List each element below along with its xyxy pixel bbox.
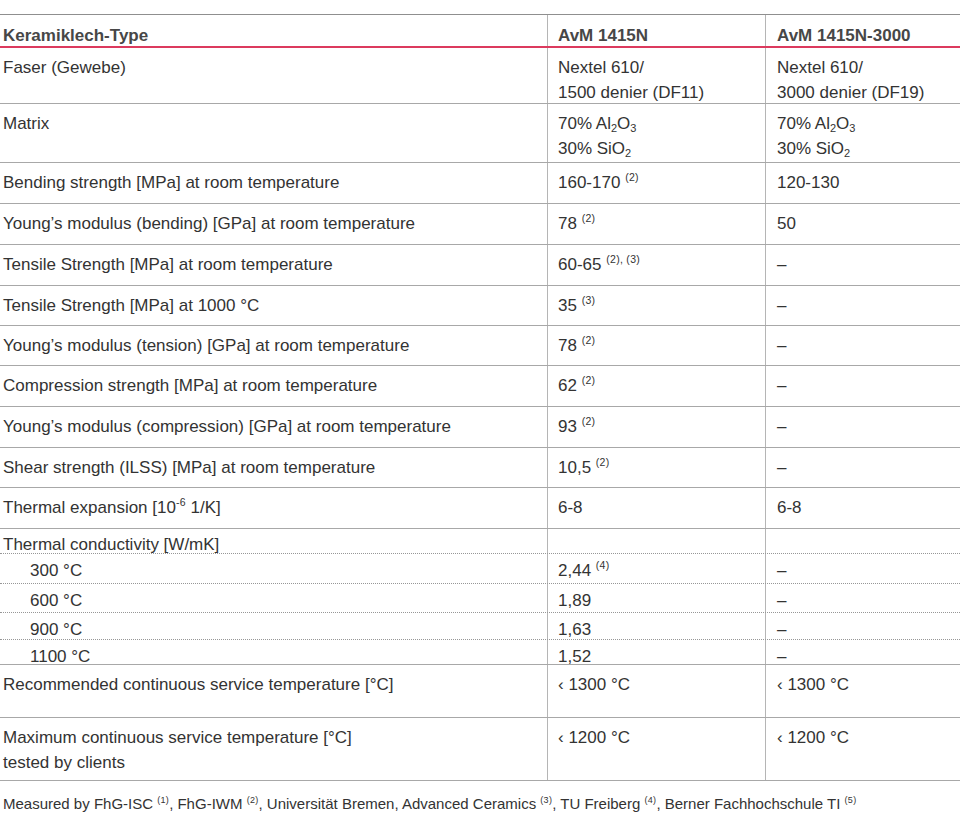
row-label-cell: Shear strength (ILSS) [MPa] at room temp… <box>0 448 547 487</box>
value-cell-avm-1415n-3000: – <box>765 326 960 365</box>
value-cell-avm-1415n: 78 (2) <box>547 204 765 244</box>
row-label-cell: Recommended continuous service temperatu… <box>0 665 547 717</box>
table-row-bending-strength: Bending strength [MPa] at room temperatu… <box>0 163 960 204</box>
value-cell-avm-1415n: ‹ 1200 °C <box>547 718 765 780</box>
datasheet-page: Keramiklech-Type AvM 1415N AvM 1415N-300… <box>0 0 960 839</box>
table-row-thermal-conductivity-1100c: 1100 °C1,52– <box>0 640 960 665</box>
row-label-cell: Young’s modulus (bending) [GPa] at room … <box>0 204 547 244</box>
value-cell-avm-1415n-3000: – <box>765 640 960 664</box>
row-label-cell: Matrix <box>0 104 547 162</box>
value-cell-avm-1415n: 93 (2) <box>547 407 765 447</box>
value-cell-avm-1415n-3000 <box>765 529 960 553</box>
table-row-thermal-conductivity-600c: 600 °C1,89– <box>0 584 960 613</box>
header-col-avm-1415n-3000: AvM 1415N-3000 <box>765 15 960 46</box>
value-cell-avm-1415n-3000: 70% Al2O330% SiO2 <box>765 104 960 162</box>
row-label-cell: 600 °C <box>0 584 547 612</box>
value-cell-avm-1415n: 78 (2) <box>547 326 765 365</box>
value-cell-avm-1415n: ‹ 1300 °C <box>547 665 765 717</box>
value-cell-avm-1415n-3000: – <box>765 286 960 325</box>
material-properties-table: Keramiklech-Type AvM 1415N AvM 1415N-300… <box>0 14 960 781</box>
table-row-thermal-expansion: Thermal expansion [10-6 1/K]6-86-8 <box>0 488 960 529</box>
value-cell-avm-1415n: 70% Al2O330% SiO2 <box>547 104 765 162</box>
footnote: Measured by FhG-ISC (1), FhG-IWM (2), Un… <box>0 794 960 813</box>
table-row-faser-gewebe: Faser (Gewebe)Nextel 610/1500 denier (DF… <box>0 48 960 104</box>
value-cell-avm-1415n <box>547 529 765 553</box>
header-col-avm-1415n: AvM 1415N <box>547 15 765 46</box>
value-cell-avm-1415n-3000: 120-130 <box>765 163 960 203</box>
value-cell-avm-1415n-3000: – <box>765 366 960 406</box>
table-row-maximum-service-temperature: Maximum continuous service temperature [… <box>0 718 960 781</box>
row-label-cell: Young’s modulus (compression) [GPa] at r… <box>0 407 547 447</box>
row-label-cell: Faser (Gewebe) <box>0 48 547 103</box>
row-label-cell: Compression strength [MPa] at room tempe… <box>0 366 547 406</box>
table-row-thermal-conductivity: Thermal conductivity [W/mK] <box>0 529 960 554</box>
table-row-shear-strength-ilss: Shear strength (ILSS) [MPa] at room temp… <box>0 448 960 488</box>
row-label-cell: Maximum continuous service temperature [… <box>0 718 547 780</box>
table-row-compression-strength: Compression strength [MPa] at room tempe… <box>0 366 960 407</box>
value-cell-avm-1415n-3000: – <box>765 407 960 447</box>
table-header-row: Keramiklech-Type AvM 1415N AvM 1415N-300… <box>0 15 960 48</box>
value-cell-avm-1415n: 6-8 <box>547 488 765 528</box>
row-label-cell: Tensile Strength [MPa] at 1000 °C <box>0 286 547 325</box>
table-row-matrix: Matrix70% Al2O330% SiO270% Al2O330% SiO2 <box>0 104 960 163</box>
row-label-cell: Young’s modulus (tension) [GPa] at room … <box>0 326 547 365</box>
value-cell-avm-1415n: 1,89 <box>547 584 765 612</box>
value-cell-avm-1415n-3000: – <box>765 448 960 487</box>
row-label-cell: Thermal conductivity [W/mK] <box>0 529 547 553</box>
value-cell-avm-1415n: 160-170 (2) <box>547 163 765 203</box>
value-cell-avm-1415n-3000: ‹ 1200 °C <box>765 718 960 780</box>
header-col-keramiklech-type: Keramiklech-Type <box>0 15 547 46</box>
table-row-youngs-modulus-tension: Young’s modulus (tension) [GPa] at room … <box>0 326 960 366</box>
row-label-cell: 900 °C <box>0 613 547 639</box>
table-row-thermal-conductivity-900c: 900 °C1,63– <box>0 613 960 640</box>
table-row-youngs-modulus-bending: Young’s modulus (bending) [GPa] at room … <box>0 204 960 245</box>
table-row-recommended-service-temperature: Recommended continuous service temperatu… <box>0 665 960 718</box>
row-label-cell: Bending strength [MPa] at room temperatu… <box>0 163 547 203</box>
value-cell-avm-1415n-3000: 6-8 <box>765 488 960 528</box>
row-label-cell: Thermal expansion [10-6 1/K] <box>0 488 547 528</box>
row-label-cell: 300 °C <box>0 554 547 583</box>
value-cell-avm-1415n-3000: – <box>765 245 960 285</box>
value-cell-avm-1415n: Nextel 610/1500 denier (DF11) <box>547 48 765 103</box>
table-body: Faser (Gewebe)Nextel 610/1500 denier (DF… <box>0 48 960 781</box>
value-cell-avm-1415n: 35 (3) <box>547 286 765 325</box>
table-row-tensile-strength-1000c: Tensile Strength [MPa] at 1000 °C35 (3)– <box>0 286 960 326</box>
value-cell-avm-1415n: 1,52 <box>547 640 765 664</box>
value-cell-avm-1415n: 62 (2) <box>547 366 765 406</box>
value-cell-avm-1415n-3000: – <box>765 554 960 583</box>
table-row-youngs-modulus-compression: Young’s modulus (compression) [GPa] at r… <box>0 407 960 448</box>
value-cell-avm-1415n: 10,5 (2) <box>547 448 765 487</box>
row-label-cell: 1100 °C <box>0 640 547 664</box>
value-cell-avm-1415n-3000: ‹ 1300 °C <box>765 665 960 717</box>
value-cell-avm-1415n-3000: – <box>765 613 960 639</box>
value-cell-avm-1415n: 1,63 <box>547 613 765 639</box>
table-row-thermal-conductivity-300c: 300 °C2,44 (4)– <box>0 554 960 584</box>
value-cell-avm-1415n-3000: – <box>765 584 960 612</box>
row-label-cell: Tensile Strength [MPa] at room temperatu… <box>0 245 547 285</box>
value-cell-avm-1415n: 60-65 (2), (3) <box>547 245 765 285</box>
value-cell-avm-1415n: 2,44 (4) <box>547 554 765 583</box>
table-row-tensile-strength-rt: Tensile Strength [MPa] at room temperatu… <box>0 245 960 286</box>
value-cell-avm-1415n-3000: Nextel 610/3000 denier (DF19) <box>765 48 960 103</box>
value-cell-avm-1415n-3000: 50 <box>765 204 960 244</box>
